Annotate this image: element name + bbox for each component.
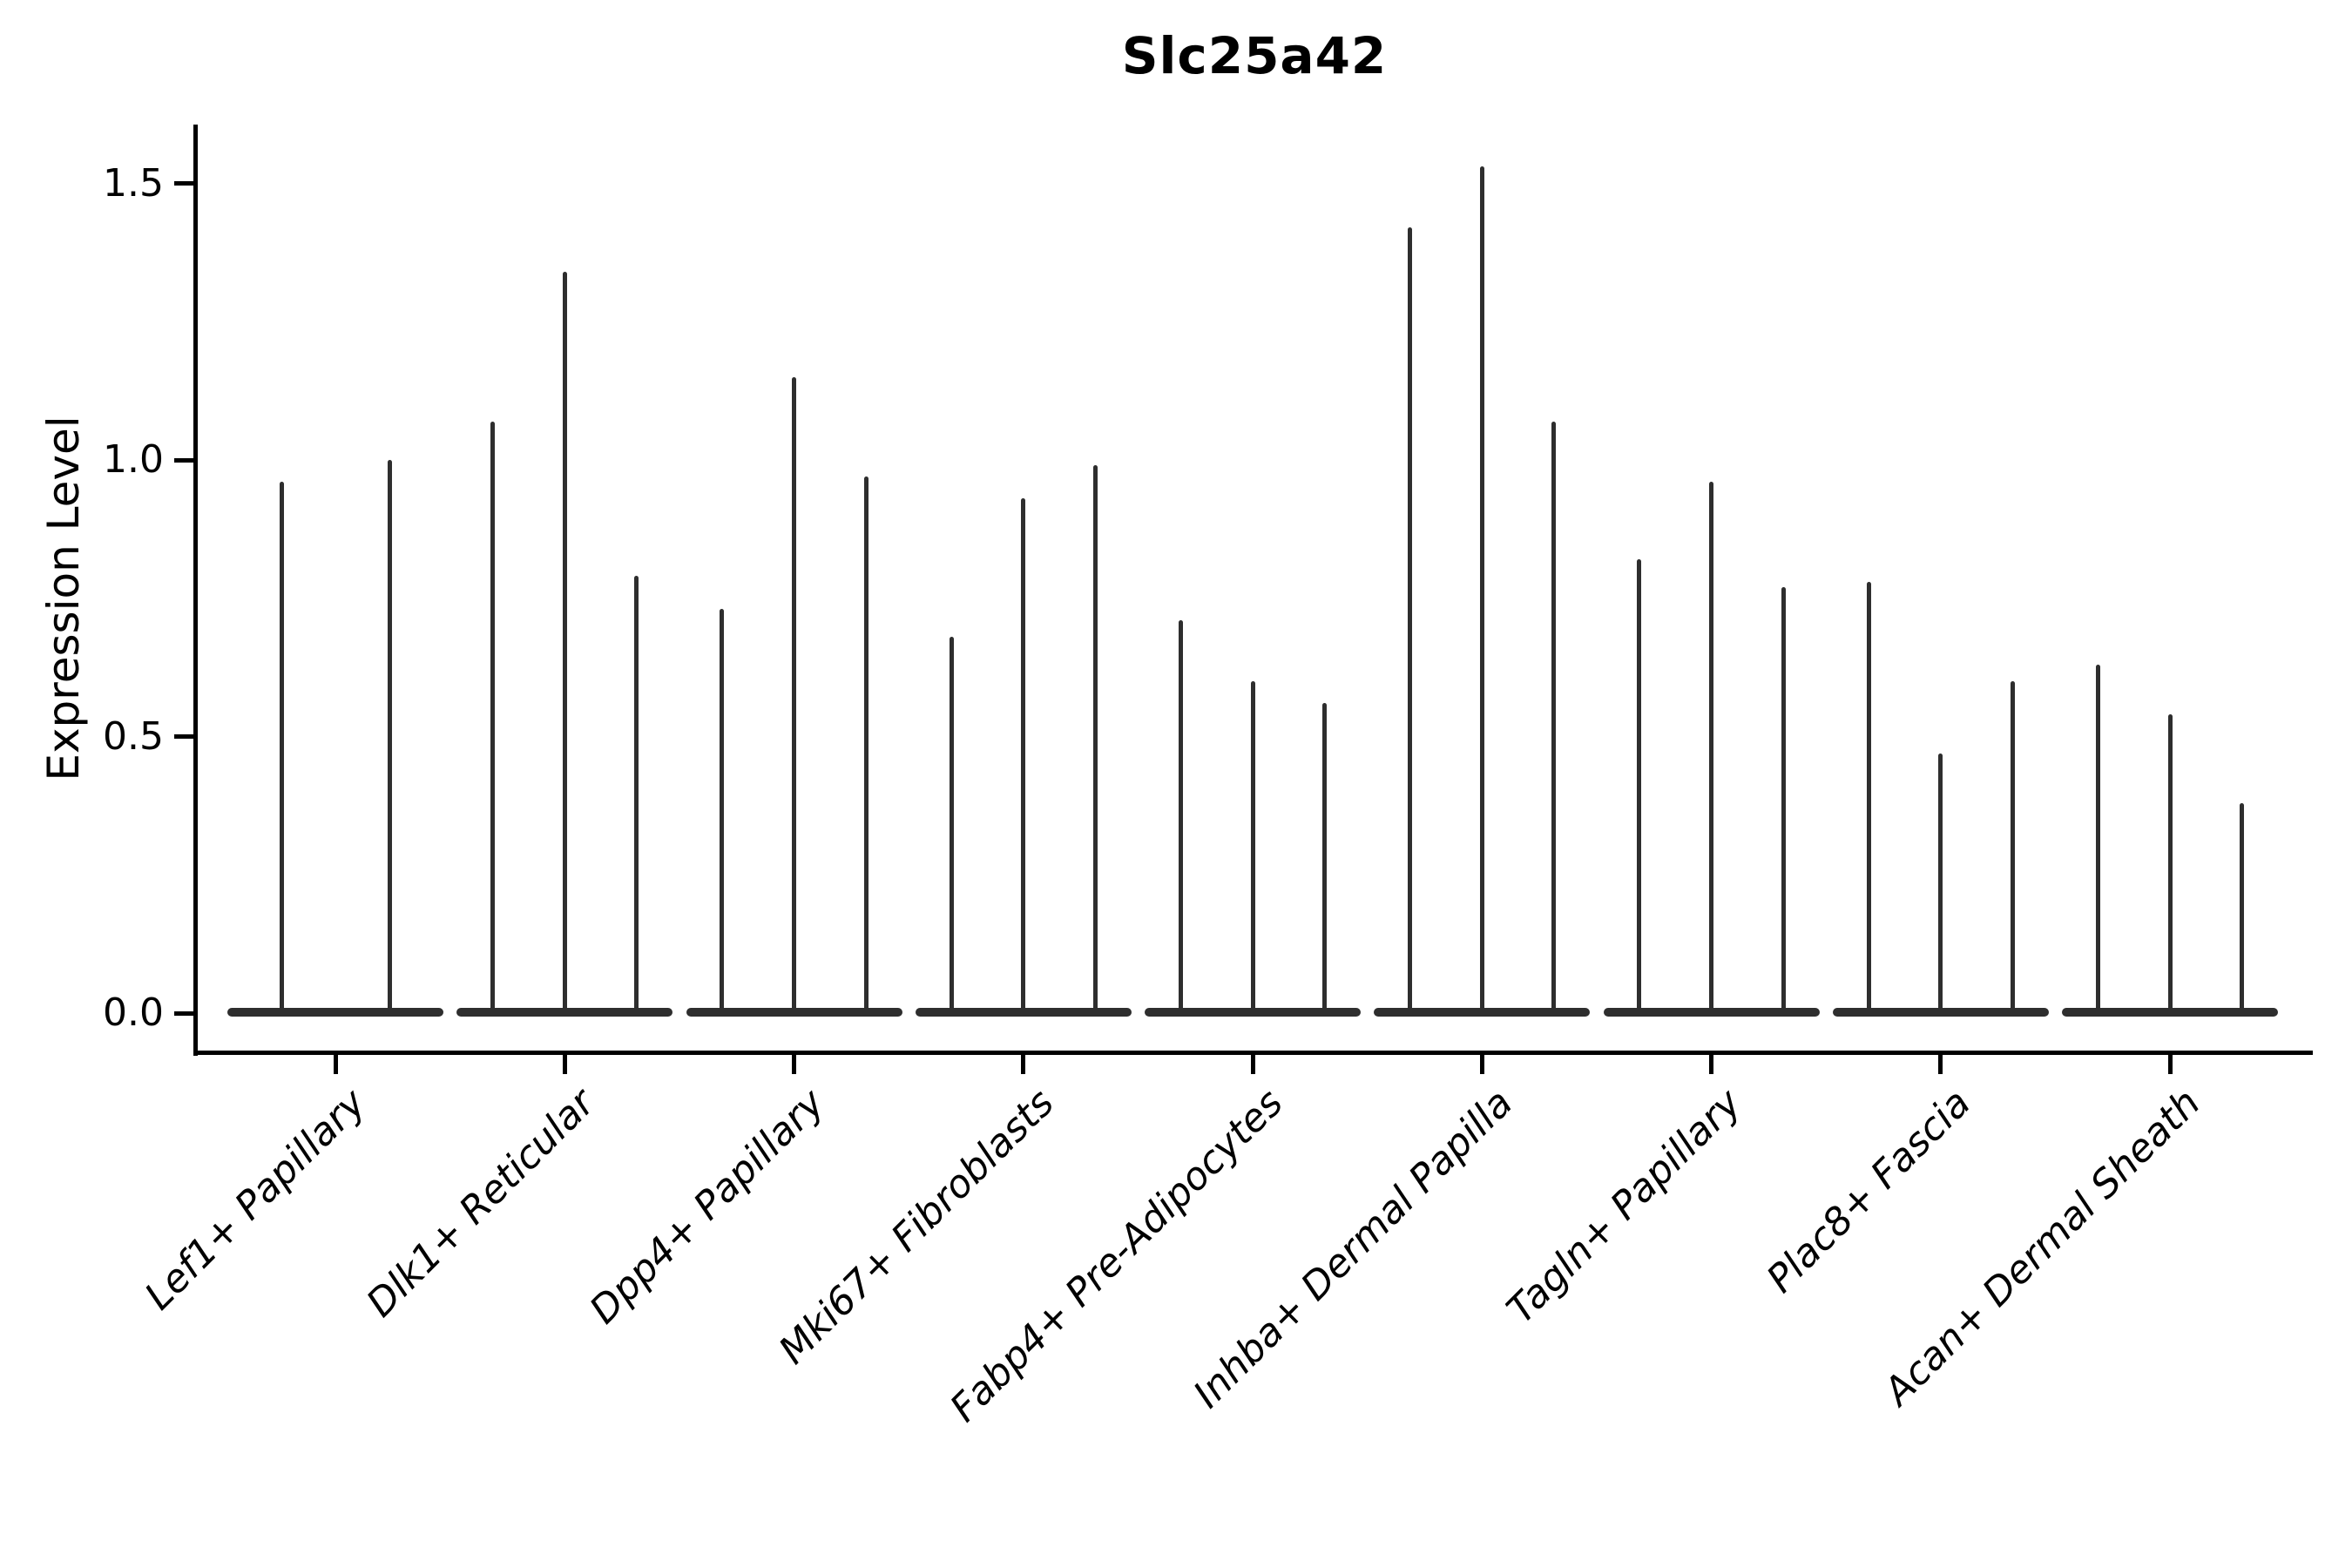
x-tick-label: Lef1+ Papillary [136,1080,375,1319]
x-tick-label: Dlk1+ Reticular [358,1080,604,1326]
violin-spike [1479,166,1484,1014]
violin-spike [1322,703,1328,1014]
violin-spike [2010,681,2015,1014]
violin-spike [1866,581,1871,1014]
violin-spike [720,609,725,1014]
violin-spike [1781,587,1786,1014]
y-tick-label: 1.5 [103,160,164,206]
violin-spike [279,482,284,1014]
violin-spike [1250,681,1255,1014]
violin-spike [863,476,868,1014]
violin-zero-body [227,1008,443,1017]
y-tick-label: 1.0 [103,437,164,482]
chart-title: Slc25a42 [1121,26,1388,85]
x-tick-mark [2167,1053,2173,1074]
x-tick-mark [333,1053,338,1074]
violin-spike [1021,498,1026,1014]
x-tick-mark [1021,1053,1026,1074]
violin-spike [949,637,954,1014]
y-tick-mark [174,181,196,186]
x-tick-label: Tagln+ Papillary [1498,1080,1751,1333]
x-tick-mark [1709,1053,1713,1074]
y-axis-line [193,125,198,1056]
violin-spike [792,376,796,1014]
violin-spike [2167,714,2173,1014]
y-tick-mark [174,734,196,739]
x-axis-line [193,1051,2313,1055]
violin-spike [387,460,392,1014]
x-tick-mark [1250,1053,1255,1074]
violin-spike [1092,465,1098,1014]
violin-spike [1408,227,1413,1014]
x-tick-label: Plac8+ Fascia [1759,1080,1980,1301]
x-tick-mark [562,1053,567,1074]
violin-spike [490,421,496,1014]
y-tick-mark [174,1010,196,1016]
x-tick-label: Dpp4+ Papillary [581,1080,834,1333]
y-tick-label: 0.0 [103,990,164,1035]
violin-spike [1637,559,1642,1014]
violin-spike [2240,802,2245,1014]
violin-spike [562,272,567,1014]
violin-spike [2095,664,2100,1014]
x-tick-mark [1938,1053,1943,1074]
violin-spike [1178,620,1183,1014]
y-tick-mark [174,457,196,463]
x-tick-mark [792,1053,796,1074]
violin-spike [634,576,639,1014]
violin-spike [1551,421,1557,1014]
violin-spike [1709,482,1713,1014]
violin-spike [1938,753,1943,1014]
x-tick-mark [1479,1053,1484,1074]
y-tick-label: 0.5 [103,713,164,759]
